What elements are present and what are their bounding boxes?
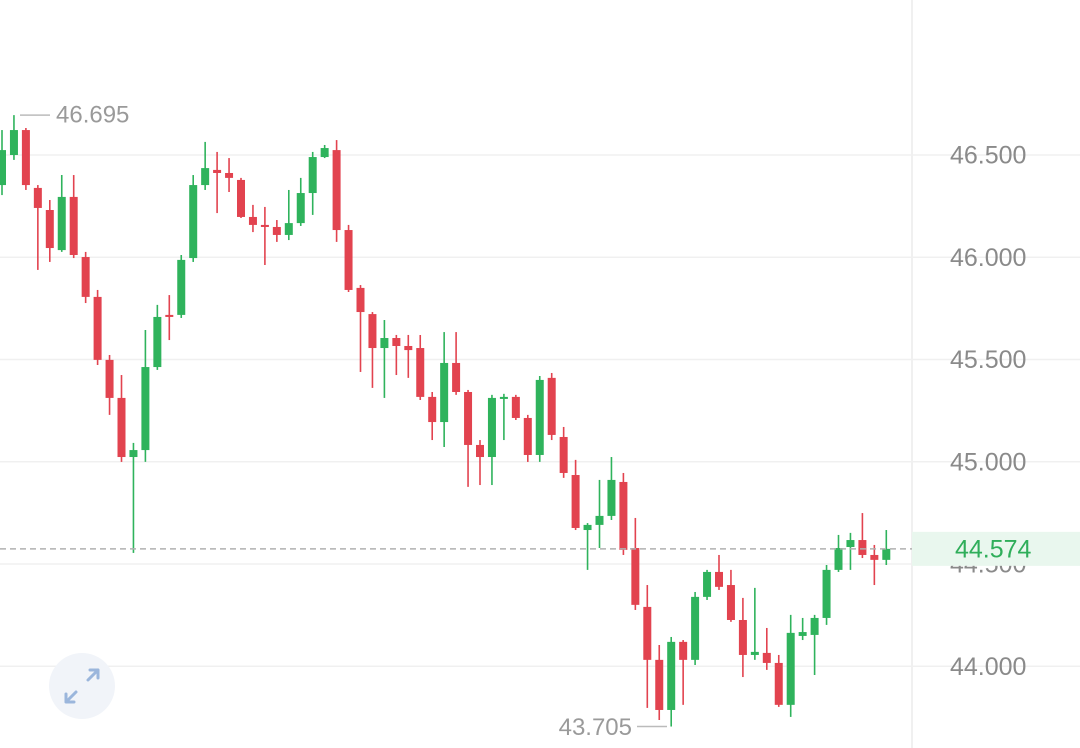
candle-body: [308, 157, 317, 194]
candle-body: [141, 367, 150, 451]
expand-button[interactable]: [49, 653, 115, 719]
candle-body: [272, 226, 281, 235]
candle-body: [715, 571, 723, 587]
candle-body: [368, 314, 377, 349]
current-price-label: 44.574: [955, 535, 1032, 563]
candle-body: [523, 417, 532, 455]
candle-body: [559, 436, 568, 473]
candle-body: [643, 606, 652, 660]
candle-body: [810, 617, 819, 635]
candle-body: [21, 130, 30, 186]
candle-body: [105, 359, 114, 398]
candle-body: [547, 377, 556, 435]
candle-body: [834, 548, 843, 570]
candle-body: [679, 641, 688, 660]
candle-body: [882, 548, 891, 560]
candle-body: [595, 515, 604, 525]
y-tick-label: 45.500: [950, 346, 1026, 374]
candle-body: [655, 659, 664, 710]
candle-body: [392, 338, 401, 346]
candle-body: [117, 397, 126, 458]
candle-body: [225, 172, 234, 178]
candle-body: [487, 397, 496, 458]
candle-body: [476, 444, 484, 458]
candle-body: [440, 362, 449, 423]
candle-body: [9, 130, 18, 155]
candle-body: [344, 230, 353, 290]
candle-body: [380, 338, 389, 349]
candle-body: [846, 540, 855, 547]
current-price-bg: [912, 531, 1080, 566]
candle-body: [165, 314, 174, 317]
candle-body: [57, 196, 66, 251]
candle-body: [129, 450, 138, 458]
max-price-label: 46.695: [56, 101, 129, 128]
candle-body: [0, 150, 6, 186]
expand-button-bg[interactable]: [49, 653, 115, 719]
candle-body: [45, 210, 54, 249]
min-price-label: 43.705: [559, 714, 632, 741]
y-tick-label: 46.000: [950, 244, 1026, 272]
candle-body: [237, 179, 245, 217]
candle-body: [332, 150, 341, 231]
candle-body: [511, 396, 520, 418]
candle-body: [260, 224, 269, 227]
candle-body: [667, 641, 676, 710]
candle-body: [774, 662, 783, 705]
candle-body: [798, 632, 807, 636]
candle-body: [177, 259, 186, 315]
candle-body: [571, 475, 580, 528]
candle-body: [786, 632, 795, 705]
y-tick-label: 44.000: [950, 653, 1026, 681]
candle-body: [213, 169, 222, 173]
candle-body: [201, 168, 210, 186]
candle-body: [416, 348, 425, 397]
candle-body: [738, 619, 747, 655]
candle-body: [583, 524, 592, 531]
candle-body: [691, 596, 700, 660]
candle-body: [464, 391, 473, 445]
candle-body: [248, 216, 257, 225]
y-tick-label: 46.500: [950, 142, 1026, 170]
candle-body: [428, 396, 437, 423]
y-tick-label: 45.000: [950, 448, 1026, 476]
candle-body: [499, 396, 508, 399]
candle-body: [356, 287, 365, 313]
candle-body: [607, 479, 616, 516]
candle-body: [69, 196, 78, 255]
candle-body: [726, 585, 735, 620]
candle-body: [452, 362, 461, 392]
candle-body: [93, 296, 102, 360]
candle-body: [284, 223, 293, 235]
candle-body: [81, 257, 90, 297]
candle-body: [870, 554, 879, 560]
candle-body: [153, 316, 162, 368]
candle-body: [762, 652, 771, 663]
candle-body: [750, 651, 759, 655]
expand-icon[interactable]: [64, 668, 100, 704]
candle-body: [320, 148, 329, 158]
candle-body: [822, 569, 831, 618]
candle-body: [703, 571, 712, 597]
candle-body: [858, 540, 867, 555]
candle-body: [619, 481, 628, 550]
candle-body: [189, 185, 198, 259]
candle-body: [404, 345, 413, 351]
candle-body: [33, 187, 42, 208]
candle-body: [535, 379, 544, 455]
candle-body: [631, 548, 640, 605]
candle-body: [296, 193, 305, 224]
